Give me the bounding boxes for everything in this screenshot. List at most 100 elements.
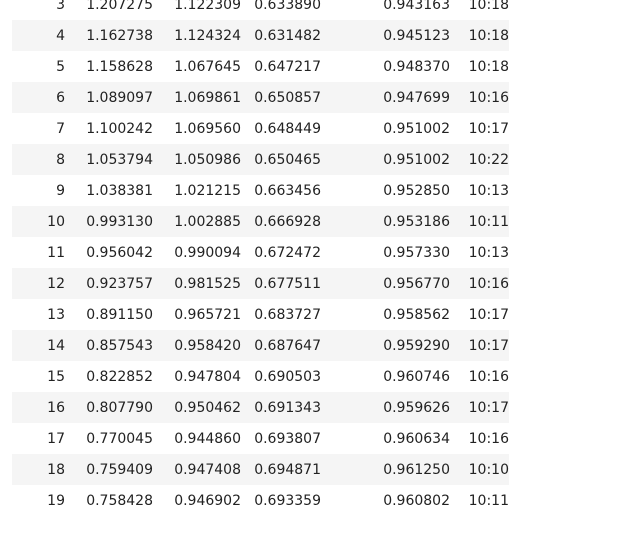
col1-cell: 1.162738	[86, 27, 153, 44]
table-row: 9 1.038381 1.021215 0.663456 0.952850 10…	[12, 175, 509, 206]
time-cell: 10:22	[468, 151, 509, 168]
col2-cell: 0.950462	[174, 399, 241, 416]
col1-cell: 0.758428	[86, 492, 153, 509]
col2-cell: 1.002885	[174, 213, 241, 230]
row-index: 12	[47, 275, 65, 292]
col1-cell: 0.807790	[86, 399, 153, 416]
col1-cell: 0.956042	[86, 244, 153, 261]
table-row: 3 1.207275 1.122309 0.633890 0.943163 10…	[12, 0, 509, 20]
col3-cell: 0.666928	[254, 213, 321, 230]
col2-cell: 0.946902	[174, 492, 241, 509]
col4-cell: 0.956770	[383, 275, 450, 292]
col1-cell: 1.207275	[86, 0, 153, 13]
col2-cell: 1.050986	[174, 151, 241, 168]
col1-cell: 0.923757	[86, 275, 153, 292]
results-table-body: 3 1.207275 1.122309 0.633890 0.943163 10…	[12, 0, 509, 516]
col4-cell: 0.961250	[383, 461, 450, 478]
table-row: 11 0.956042 0.990094 0.672472 0.957330 1…	[12, 237, 509, 268]
time-cell: 10:16	[468, 275, 509, 292]
col3-cell: 0.690503	[254, 368, 321, 385]
results-table: 3 1.207275 1.122309 0.633890 0.943163 10…	[12, 0, 509, 516]
time-cell: 10:18	[468, 0, 509, 13]
col2-cell: 1.067645	[174, 58, 241, 75]
col2-cell: 0.990094	[174, 244, 241, 261]
table-row: 12 0.923757 0.981525 0.677511 0.956770 1…	[12, 268, 509, 299]
table-row: 4 1.162738 1.124324 0.631482 0.945123 10…	[12, 20, 509, 51]
row-index: 10	[47, 213, 65, 230]
row-index: 17	[47, 430, 65, 447]
table-row: 10 0.993130 1.002885 0.666928 0.953186 1…	[12, 206, 509, 237]
col1-cell: 1.038381	[86, 182, 153, 199]
col1-cell: 0.993130	[86, 213, 153, 230]
table-row: 13 0.891150 0.965721 0.683727 0.958562 1…	[12, 299, 509, 330]
col4-cell: 0.951002	[383, 120, 450, 137]
results-table-container: 3 1.207275 1.122309 0.633890 0.943163 10…	[12, 0, 509, 516]
row-index: 4	[56, 27, 65, 44]
table-row: 17 0.770045 0.944860 0.693807 0.960634 1…	[12, 423, 509, 454]
col1-cell: 0.770045	[86, 430, 153, 447]
col2-cell: 1.069560	[174, 120, 241, 137]
time-cell: 10:16	[468, 368, 509, 385]
col3-cell: 0.647217	[254, 58, 321, 75]
table-row: 14 0.857543 0.958420 0.687647 0.959290 1…	[12, 330, 509, 361]
row-index: 16	[47, 399, 65, 416]
col2-cell: 0.947408	[174, 461, 241, 478]
col3-cell: 0.691343	[254, 399, 321, 416]
col4-cell: 0.945123	[383, 27, 450, 44]
col3-cell: 0.650857	[254, 89, 321, 106]
row-index: 8	[56, 151, 65, 168]
table-row: 5 1.158628 1.067645 0.647217 0.948370 10…	[12, 51, 509, 82]
col2-cell: 1.069861	[174, 89, 241, 106]
col1-cell: 1.100242	[86, 120, 153, 137]
col4-cell: 0.953186	[383, 213, 450, 230]
col4-cell: 0.952850	[383, 182, 450, 199]
time-cell: 10:11	[468, 492, 509, 509]
col1-cell: 1.158628	[86, 58, 153, 75]
table-row: 6 1.089097 1.069861 0.650857 0.947699 10…	[12, 82, 509, 113]
col1-cell: 0.822852	[86, 368, 153, 385]
row-index: 14	[47, 337, 65, 354]
col4-cell: 0.958562	[383, 306, 450, 323]
time-cell: 10:17	[468, 306, 509, 323]
col3-cell: 0.693359	[254, 492, 321, 509]
row-index: 9	[56, 182, 65, 199]
time-cell: 10:16	[468, 430, 509, 447]
col3-cell: 0.683727	[254, 306, 321, 323]
col4-cell: 0.948370	[383, 58, 450, 75]
col4-cell: 0.943163	[383, 0, 450, 13]
table-row: 8 1.053794 1.050986 0.650465 0.951002 10…	[12, 144, 509, 175]
col3-cell: 0.672472	[254, 244, 321, 261]
time-cell: 10:13	[468, 244, 509, 261]
table-row: 15 0.822852 0.947804 0.690503 0.960746 1…	[12, 361, 509, 392]
col3-cell: 0.663456	[254, 182, 321, 199]
time-cell: 10:11	[468, 213, 509, 230]
col4-cell: 0.947699	[383, 89, 450, 106]
col2-cell: 0.958420	[174, 337, 241, 354]
col2-cell: 0.947804	[174, 368, 241, 385]
col3-cell: 0.677511	[254, 275, 321, 292]
row-index: 11	[47, 244, 65, 261]
col2-cell: 1.124324	[174, 27, 241, 44]
time-cell: 10:17	[468, 337, 509, 354]
col2-cell: 1.021215	[174, 182, 241, 199]
col1-cell: 0.759409	[86, 461, 153, 478]
time-cell: 10:16	[468, 89, 509, 106]
col4-cell: 0.960634	[383, 430, 450, 447]
row-index: 19	[47, 492, 65, 509]
row-index: 5	[56, 58, 65, 75]
time-cell: 10:17	[468, 120, 509, 137]
table-row: 7 1.100242 1.069560 0.648449 0.951002 10…	[12, 113, 509, 144]
col2-cell: 1.122309	[174, 0, 241, 13]
col1-cell: 0.857543	[86, 337, 153, 354]
table-row: 18 0.759409 0.947408 0.694871 0.961250 1…	[12, 454, 509, 485]
time-cell: 10:10	[468, 461, 509, 478]
col4-cell: 0.959626	[383, 399, 450, 416]
time-cell: 10:18	[468, 58, 509, 75]
col3-cell: 0.633890	[254, 0, 321, 13]
row-index: 18	[47, 461, 65, 478]
col2-cell: 0.944860	[174, 430, 241, 447]
col3-cell: 0.648449	[254, 120, 321, 137]
col3-cell: 0.687647	[254, 337, 321, 354]
row-index: 7	[56, 120, 65, 137]
col3-cell: 0.631482	[254, 27, 321, 44]
